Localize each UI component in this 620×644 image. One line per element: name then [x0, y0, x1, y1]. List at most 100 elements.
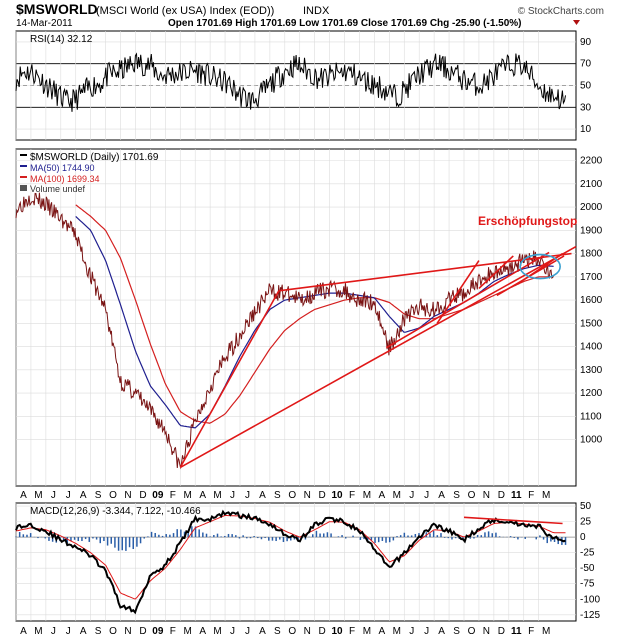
- month-tick-label: J: [66, 490, 71, 501]
- month-tick-label: D: [319, 490, 326, 501]
- month-tick-label: N: [304, 626, 311, 637]
- trendline: [436, 260, 480, 324]
- y-tick-label: 25: [580, 517, 592, 528]
- month-tick-label: N: [483, 626, 490, 637]
- month-tick-label: M: [34, 490, 42, 501]
- month-tick-label: O: [109, 490, 117, 501]
- y-tick-label: 2200: [580, 156, 603, 167]
- exhaustion-top-annotation: Erschöpfungstop: [478, 214, 577, 228]
- month-tick-label: D: [498, 490, 505, 501]
- y-tick-label: 1300: [580, 365, 603, 376]
- y-tick-label: 30: [580, 102, 592, 113]
- month-tick-label: M: [393, 626, 401, 637]
- ohlc-summary: Open 1701.69 High 1701.69 Low 1701.69 Cl…: [168, 18, 522, 29]
- y-tick-label: 50: [580, 501, 592, 512]
- y-tick-label: 1900: [580, 225, 603, 236]
- month-axis-middle: A M J J A S O N D 09 F M A M J J A S O N D 10 F M A M J J A S O N D 11 F M: [20, 490, 550, 501]
- month-tick-label: D: [139, 626, 146, 637]
- month-tick-label: A: [199, 490, 206, 501]
- exhaustion-top-circle: [519, 253, 561, 280]
- month-tick-label: M: [363, 626, 371, 637]
- month-tick-label: D: [319, 626, 326, 637]
- y-tick-label: -75: [580, 579, 595, 590]
- trendline: [179, 245, 577, 469]
- macd-label: MACD(12,26,9) -3.344, 7.122, -10.466: [30, 506, 201, 517]
- y-tick-label: 2100: [580, 179, 603, 190]
- y-tick-label: -100: [580, 594, 600, 605]
- price-line: [15, 192, 555, 470]
- legend-ma100: MA(100) 1699.34: [30, 174, 100, 184]
- month-tick-label: M: [393, 490, 401, 501]
- month-tick-label: N: [124, 490, 131, 501]
- year-tick-label: 11: [511, 626, 522, 637]
- ma100-line: [75, 204, 554, 424]
- symbol-title: $MSWORLD: [16, 1, 98, 17]
- year-tick-label: 10: [332, 626, 344, 637]
- y-tick-label: 1700: [580, 272, 603, 283]
- month-tick-label: S: [274, 490, 281, 501]
- date-label: 14-Mar-2011: [16, 18, 73, 29]
- month-tick-label: A: [438, 490, 445, 501]
- month-tick-label: J: [51, 490, 56, 501]
- y-tick-label: 1600: [580, 295, 603, 306]
- month-tick-label: F: [349, 490, 355, 501]
- watermark: © StockCharts.com: [518, 6, 604, 17]
- month-tick-label: O: [288, 490, 296, 501]
- dropdown-triangle-icon[interactable]: [573, 20, 580, 25]
- month-tick-label: J: [51, 626, 56, 637]
- month-tick-label: S: [274, 626, 281, 637]
- y-tick-label: 1500: [580, 318, 603, 329]
- month-tick-label: O: [468, 490, 476, 501]
- month-tick-label: O: [468, 626, 476, 637]
- legend-ma50: MA(50) 1744.90: [30, 163, 95, 173]
- y-tick-label: -50: [580, 563, 595, 574]
- month-tick-label: A: [379, 490, 386, 501]
- y-tick-label: 2000: [580, 202, 603, 213]
- month-tick-label: O: [288, 626, 296, 637]
- month-tick-label: M: [184, 490, 192, 501]
- y-tick-label: 50: [580, 81, 592, 92]
- rsi-line: [15, 52, 566, 112]
- month-tick-label: M: [213, 626, 221, 637]
- y-tick-label: 1400: [580, 342, 603, 353]
- year-tick-label: 09: [152, 490, 164, 501]
- y-tick-label: 1200: [580, 388, 603, 399]
- macd-divergence-trendline: [463, 516, 563, 525]
- trendline: [179, 290, 280, 468]
- y-tick-label: 10: [580, 124, 592, 135]
- trendline: [385, 251, 550, 349]
- month-tick-label: A: [259, 490, 266, 501]
- price-y-axis: 2200 2100 2000 1900 1800 1700 1600 1500 1400 1300…: [580, 156, 603, 446]
- month-tick-label: S: [95, 490, 102, 501]
- month-tick-label: F: [349, 626, 355, 637]
- month-tick-label: A: [80, 626, 87, 637]
- year-tick-label: 10: [332, 490, 344, 501]
- month-tick-label: A: [438, 626, 445, 637]
- y-tick-label: 1800: [580, 249, 603, 260]
- rsi-label: RSI(14) 32.12: [30, 34, 93, 45]
- y-tick-label: 90: [580, 37, 592, 48]
- month-tick-label: M: [542, 490, 550, 501]
- price-legend: $MSWORLD (Daily) 1701.69 MA(50) 1744.90 …: [20, 152, 159, 194]
- month-axis-bottom: A M J J A S O N D 09 F M A M J J A S O N D 10 F M A M J J A S O N D 11 F M: [20, 626, 550, 637]
- month-tick-label: J: [230, 626, 235, 637]
- y-tick-label: 1100: [580, 411, 602, 422]
- month-tick-label: M: [184, 626, 192, 637]
- macd-panel: 50 25 0 -25 -50 -75 -100 -125 MACD(12,26,9) -3.…: [15, 501, 600, 622]
- y-tick-label: 70: [580, 59, 592, 70]
- price-panel: 2200 2100 2000 1900 1800 1700 1600 1500 1400 1300…: [15, 148, 603, 487]
- month-tick-label: N: [483, 490, 490, 501]
- month-tick-label: F: [528, 490, 534, 501]
- month-tick-label: J: [245, 490, 250, 501]
- rsi-panel: 90 70 50 30 10 RSI(14) 32.12: [15, 30, 592, 141]
- month-tick-label: J: [230, 490, 235, 501]
- month-tick-label: O: [109, 626, 117, 637]
- month-tick-label: A: [199, 626, 206, 637]
- macd-line: [15, 509, 566, 615]
- month-tick-label: A: [20, 490, 27, 501]
- index-name: (MSCI World (ex USA) Index (EOD)): [96, 5, 274, 17]
- month-tick-label: J: [245, 626, 250, 637]
- month-tick-label: J: [424, 626, 429, 637]
- month-tick-label: F: [170, 490, 176, 501]
